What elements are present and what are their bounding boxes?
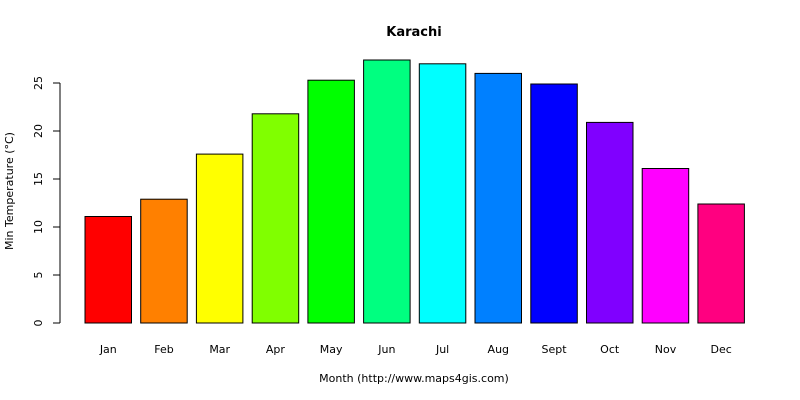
bar-apr [251,113,300,324]
x-tick-label-sept: Sept [541,343,567,356]
bar-jun [363,59,411,324]
y-axis-label: Min Temperature (°C) [3,132,16,250]
x-tick-label-feb: Feb [154,343,173,356]
chart-title: Karachi [386,25,441,40]
bar-jul [418,63,467,324]
bar-aug [474,72,522,324]
bar-oct [586,121,634,324]
y-tick-label-10: 10 [32,220,45,234]
y-tick-label-20: 20 [32,124,45,138]
bar-jan [84,216,132,324]
x-tick-label-nov: Nov [655,343,677,356]
bar-feb [140,198,188,324]
y-tick-label-15: 15 [32,172,45,186]
x-tick-label-jun: Jun [377,343,395,356]
x-tick-label-oct: Oct [600,343,620,356]
bar-nov [641,168,690,324]
x-tick-label-aug: Aug [488,343,509,356]
bar-dec [697,203,745,324]
y-axis: 0 5 10 15 20 25 [32,76,61,327]
bar-may [307,79,355,324]
x-tick-label-may: May [320,343,343,356]
bar-mar [195,153,244,324]
bar-sept [530,83,578,324]
x-tick-label-dec: Dec [711,343,732,356]
x-tick-label-jul: Jul [435,343,449,356]
x-tick-label-jan: Jan [99,343,117,356]
bars-group [84,59,745,324]
x-tick-label-mar: Mar [209,343,230,356]
x-axis-label: Month (http://www.maps4gis.com) [319,372,509,385]
x-tick-label-apr: Apr [266,343,286,356]
x-tick-labels: Jan Feb Mar Apr May Jun Jul Aug Sept Oct Nov Dec [99,343,732,356]
y-tick-label-5: 5 [32,272,45,279]
y-tick-label-25: 25 [32,76,45,90]
y-tick-label-0: 0 [32,320,45,327]
